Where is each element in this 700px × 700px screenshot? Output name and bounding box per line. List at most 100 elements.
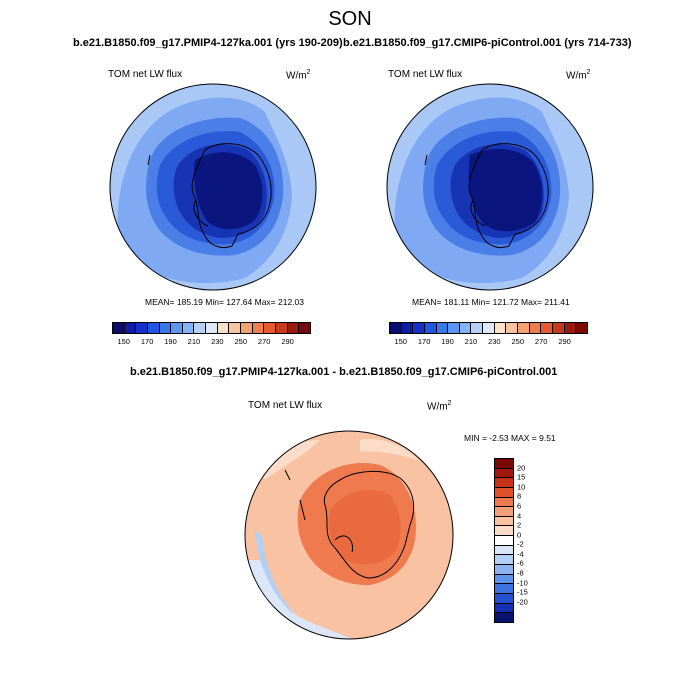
panel1-colorbar-labels: 150 170 190 210 230 250 270 290 (112, 337, 311, 349)
panel2-colorbar-box (413, 323, 425, 333)
panel1-colorbar-box (241, 323, 253, 333)
panel2-colorbar-box (564, 323, 577, 333)
panel1-colorbar-box (206, 323, 218, 333)
panel1-colorbar-tick-label: 230 (211, 337, 224, 346)
diff-stats: MIN = -2.53 MAX = 9.51 (464, 433, 556, 443)
panel2-colorbar-labels: 150 170 190 210 230 250 270 290 (389, 337, 588, 349)
panel2-colorbar-box (552, 323, 565, 333)
panel2-colorbar-tick-label: 290 (558, 337, 571, 346)
panel1-colorbar-tick-label: 210 (187, 337, 201, 346)
diff-colorbar-box (495, 565, 513, 575)
diff-colorbar-box (495, 507, 513, 517)
panel1-colorbar-box (252, 323, 265, 333)
panel2-colorbar-box (494, 323, 507, 333)
diff-colorbar-tick-label: 10 (517, 482, 526, 492)
panel2-stats: MEAN= 181.11 Min= 121.72 Max= 211.41 (412, 297, 570, 307)
diff-colorbar-box (495, 459, 513, 469)
panel2-colorbar-box (448, 323, 460, 333)
panel1-colorbar-box (113, 323, 125, 333)
diff-colorbar-box (495, 487, 513, 498)
panel1-colorbar-box (124, 323, 137, 333)
diff-units: W/m2 (427, 400, 452, 413)
panel1-colorbar-box (159, 323, 172, 333)
diff-colorbar-labels: 20 15 10 8 6 4 2 0 -2 -4 -6 -8 -10 -15 -20 (517, 458, 557, 621)
diff-colorbar-box (495, 593, 513, 604)
panel1-colorbar-tick-label: 150 (117, 337, 130, 346)
diff-colorbar-tick-label: -10 (517, 578, 528, 588)
diff-colorbar-tick-label: -15 (517, 587, 528, 597)
panel1-colorbar (112, 322, 311, 334)
panel1-colorbar-tick-label: 250 (234, 337, 248, 346)
diff-colorbar-box (495, 478, 513, 488)
diff-colorbar-box (495, 555, 513, 566)
diff-variable-label: TOM net LW flux (248, 400, 323, 411)
diff-colorbar-tick-label: -2 (517, 539, 524, 549)
panel1-colorbar-box (287, 323, 300, 333)
panel1-colorbar-box (229, 323, 242, 333)
panel2-colorbar-box (390, 323, 402, 333)
panel1-colorbar-box (136, 323, 148, 333)
panel1-colorbar-box (182, 323, 195, 333)
panel2-units: W/m2 (566, 69, 591, 82)
panel2-colorbar-tick-label: 150 (394, 337, 407, 346)
diff-colorbar-box (495, 613, 513, 622)
panel2-colorbar-tick-label: 170 (417, 337, 431, 346)
panel2-variable-label: TOM net LW flux (388, 69, 463, 80)
panel2-colorbar-box (518, 323, 530, 333)
panel1-colorbar-box (275, 323, 288, 333)
panel1-colorbar-tick-label: 190 (164, 337, 177, 346)
diff-colorbar-tick-label: 6 (517, 501, 522, 511)
figure-title: SON (328, 8, 372, 30)
diff-colorbar-tick-label: 20 (517, 463, 526, 473)
diff-colorbar-box (495, 497, 513, 508)
diff-colorbar-box (495, 536, 513, 546)
diff-colorbar-tick-label: 8 (517, 491, 522, 501)
diff-colorbar-box (495, 468, 513, 479)
panel2-colorbar-tick-label: 250 (511, 337, 525, 346)
panel2-colorbar-box (459, 323, 472, 333)
panel1-colorbar-box (217, 323, 230, 333)
panel2-colorbar-box (483, 323, 495, 333)
diff-colorbar-tick-label: -20 (517, 597, 528, 607)
panel2-colorbar-box (424, 323, 437, 333)
diff-colorbar-tick-label: -4 (517, 549, 524, 559)
diff-colorbar-tick-label: -8 (517, 568, 524, 578)
diff-panel-title: b.e21.B1850.f09_g17.PMIP4-127ka.001 - b.… (130, 366, 558, 378)
panel2-colorbar-tick-label: 270 (534, 337, 548, 346)
panel2-colorbar-box (529, 323, 542, 333)
panel1-units: W/m2 (286, 69, 311, 82)
panel2-colorbar (389, 322, 588, 334)
diff-colorbar-box (495, 574, 513, 585)
panel1-title: b.e21.B1850.f09_g17.PMIP4-127ka.001 (yrs… (73, 37, 343, 49)
panel1-colorbar-tick-label: 170 (140, 337, 154, 346)
panel1-colorbar-box (264, 323, 276, 333)
panel1-colorbar-box (147, 323, 160, 333)
diff-colorbar-box (495, 545, 513, 556)
diff-colorbar-box (495, 584, 513, 594)
panel1-colorbar-tick-label: 270 (257, 337, 271, 346)
panel2-colorbar-tick-label: 230 (488, 337, 501, 346)
diff-colorbar-tick-label: -6 (517, 558, 524, 568)
diff-colorbar-box (495, 526, 513, 537)
panel1-colorbar-box (194, 323, 207, 333)
diff-colorbar-box (495, 603, 513, 614)
panel1-colorbar-tick-label: 290 (281, 337, 294, 346)
panel2-colorbar-box (506, 323, 519, 333)
panel2-colorbar-tick-label: 210 (464, 337, 478, 346)
panel1-stats: MEAN= 185.19 Min= 127.64 Max= 212.03 (145, 297, 305, 307)
panel1-variable-label: TOM net LW flux (108, 69, 183, 80)
diff-colorbar-tick-label: 0 (517, 530, 522, 540)
panel2-colorbar-box (541, 323, 553, 333)
diff-colorbar-box (495, 516, 513, 527)
panel1-colorbar-box (171, 323, 183, 333)
diff-colorbar-tick-label: 15 (517, 472, 526, 482)
panel2-colorbar-tick-label: 190 (441, 337, 454, 346)
panel2-colorbar-box (401, 323, 414, 333)
diff-colorbar (494, 458, 514, 623)
panel1-colorbar-box (299, 323, 310, 333)
panel2-title: b.e21.B1850.f09_g17.CMIP6-piControl.001 … (343, 37, 632, 49)
panel2-colorbar-box (471, 323, 484, 333)
